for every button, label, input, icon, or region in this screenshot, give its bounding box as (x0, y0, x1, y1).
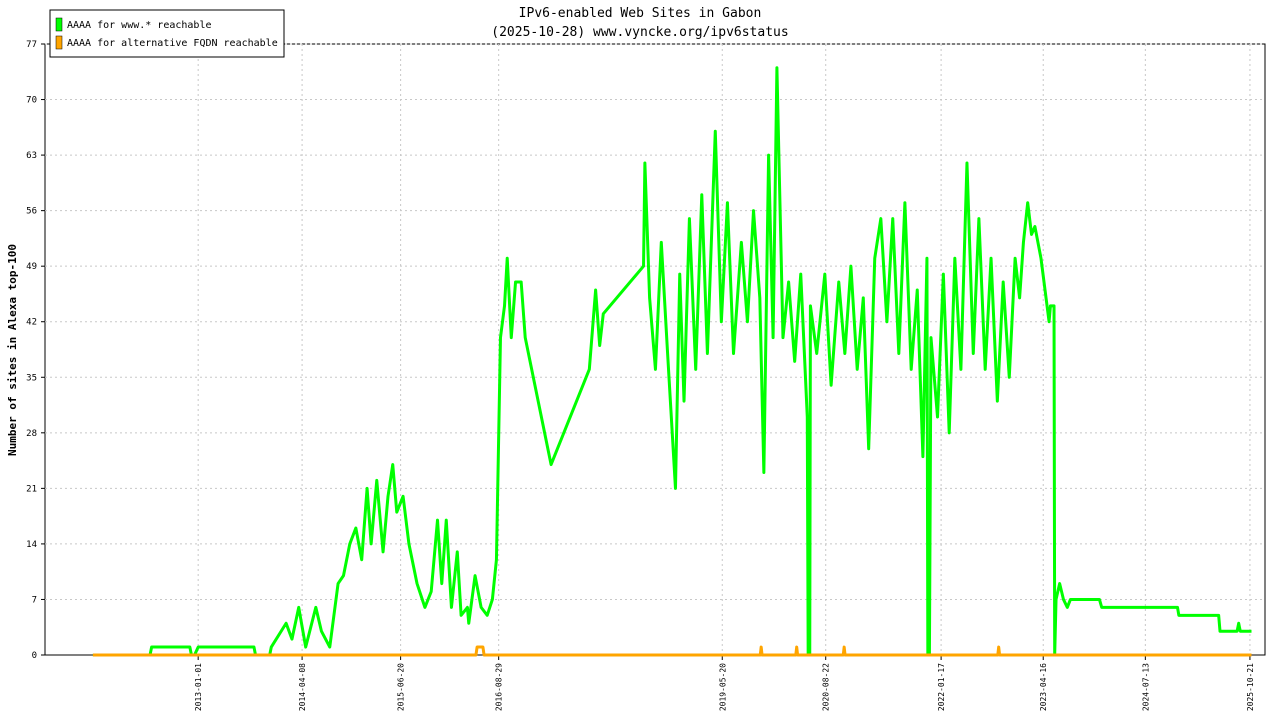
y-tick-label: 63 (26, 151, 37, 161)
x-tick-label: 2025-10-21 (1246, 663, 1255, 711)
y-tick-label: 56 (26, 207, 37, 217)
y-axis-label: Number of sites in Alexa top-100 (6, 244, 19, 456)
x-tick-label: 2014-04-08 (298, 663, 307, 711)
x-tick-label: 2022-01-17 (937, 663, 946, 711)
y-tick-label: 14 (26, 540, 37, 550)
chart-title: IPv6-enabled Web Sites in Gabon (519, 6, 762, 21)
x-tick-label: 2013-01-01 (194, 663, 203, 711)
y-tick-label: 21 (26, 484, 37, 494)
x-tick-label: 2016-08-29 (495, 663, 504, 711)
x-tick-label: 2019-05-20 (718, 663, 727, 711)
x-tick-label: 2020-08-22 (822, 663, 831, 711)
y-tick-label: 49 (26, 262, 37, 272)
y-tick-label: 35 (26, 373, 37, 383)
legend-box (49, 9, 285, 58)
legend-label: AAAA for alternative FQDN reachable (67, 38, 278, 49)
y-tick-label: 77 (26, 40, 37, 50)
x-tick-label: 2023-04-16 (1039, 663, 1048, 711)
legend-label: AAAA for www.* reachable (67, 20, 212, 31)
series-line (92, 66, 1252, 657)
y-tick-label: 7 (32, 595, 37, 605)
legend: AAAA for www.* reachable AAAA for alterna… (49, 9, 285, 58)
y-tick-label: 28 (26, 429, 37, 439)
x-tick-label: 2015-06-20 (397, 663, 406, 711)
y-tick-label: 42 (26, 318, 37, 328)
x-tick-label: 2024-07-13 (1141, 663, 1150, 711)
y-tick-label: 0 (32, 651, 37, 661)
legend-swatch (55, 35, 63, 50)
chart-subtitle: (2025-10-28) www.vyncke.org/ipv6status (491, 25, 788, 40)
y-tick-label: 70 (26, 96, 37, 106)
series-line (92, 645, 1252, 657)
legend-swatch (55, 17, 63, 32)
